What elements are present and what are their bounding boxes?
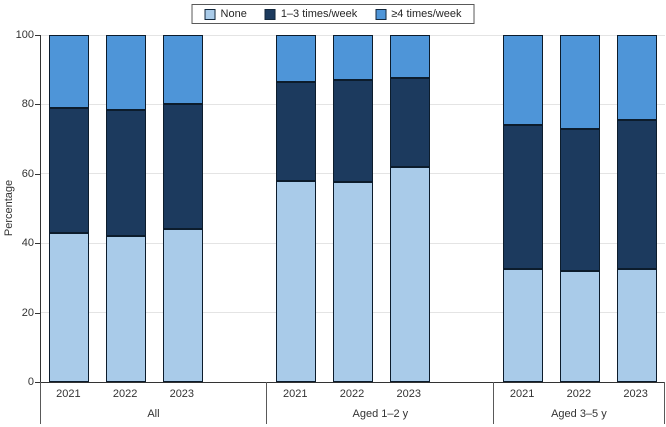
bar-segment-all-2021 [49,107,90,233]
bar-segment-aged-3–5-y-2022 [559,270,600,382]
category-divider [39,382,41,424]
category-divider [663,382,665,424]
y-tick-mark [35,312,40,314]
plot-area [40,34,665,383]
bar-segment-all-2022 [106,109,147,237]
bar-segment-aged-3–5-y-2021 [503,35,544,126]
legend-label: ≥4 times/week [391,8,462,20]
x-group-label: Aged 3–5 y [551,408,607,420]
y-tick-label: 80 [21,98,34,111]
y-tick-mark [35,104,40,106]
bar-segment-all-2021 [49,35,90,108]
x-group-label: All [147,408,160,420]
bar-segment-aged-1–2-y-2022 [333,80,373,183]
bar-segment-aged-1–2-y-2023 [389,166,430,382]
x-tick-label-year: 2023 [169,388,195,400]
y-tick-label: 40 [21,237,34,250]
legend-label: None [220,8,247,20]
bar-segment-aged-3–5-y-2021 [503,269,544,382]
y-tick-label: 20 [21,306,34,319]
legend-swatch-icon [264,8,276,20]
bar-segment-aged-3–5-y-2023 [616,35,657,121]
y-tick-mark [35,173,40,175]
x-tick-label-year: 2023 [623,388,648,400]
bar-segment-aged-1–2-y-2022 [333,35,373,81]
y-tick-mark [35,35,40,36]
bar-segment-all-2023 [162,35,203,105]
legend-swatch-icon [375,8,387,20]
bar-segment-aged-3–5-y-2022 [559,128,600,271]
category-divider [266,382,268,424]
bar-segment-aged-1–2-y-2021 [276,180,317,382]
category-divider [493,382,495,424]
x-tick-label-year: 2021 [56,388,81,400]
y-tick-label: 0 [27,376,34,388]
y-tick-label: 60 [21,167,34,180]
x-tick-label-year: 2022 [339,388,365,400]
bar-segment-all-2023 [162,104,203,230]
x-tick-label-year: 2022 [112,388,138,400]
x-tick-label-year: 2021 [509,388,535,400]
y-tick-mark [35,243,40,245]
bar-segment-aged-1–2-y-2023 [389,35,430,79]
y-tick-label: 100 [15,29,34,41]
bar-segment-aged-3–5-y-2023 [616,120,657,270]
bar-segment-aged-3–5-y-2021 [503,125,544,270]
bar-segment-all-2022 [106,35,147,110]
bar-segment-aged-3–5-y-2023 [616,269,657,382]
legend-item: ≥4 times/week [375,8,461,20]
x-tick-label-year: 2022 [566,388,592,400]
bar-segment-all-2022 [106,236,147,382]
y-tick-mark [35,382,40,383]
bar-segment-all-2021 [49,232,90,382]
legend-item: None [204,8,247,20]
bar-segment-aged-3–5-y-2022 [559,35,600,129]
bar-segment-aged-1–2-y-2023 [389,78,430,167]
x-group-label: Aged 1–2 y [352,408,409,420]
legend-swatch-icon [204,8,216,20]
legend-label: 1–3 times/week [280,8,358,20]
x-tick-label-year: 2023 [396,388,421,400]
legend: None 1–3 times/week ≥4 times/week [191,4,475,24]
y-axis-title: Percentage [3,179,15,237]
bar-segment-aged-1–2-y-2021 [276,81,317,181]
gridline [41,34,665,36]
bar-segment-aged-1–2-y-2022 [333,182,373,382]
x-tick-label-year: 2021 [283,388,308,400]
bar-segment-all-2023 [162,229,203,382]
legend-item: 1–3 times/week [264,8,358,20]
bar-segment-aged-1–2-y-2021 [276,35,317,82]
